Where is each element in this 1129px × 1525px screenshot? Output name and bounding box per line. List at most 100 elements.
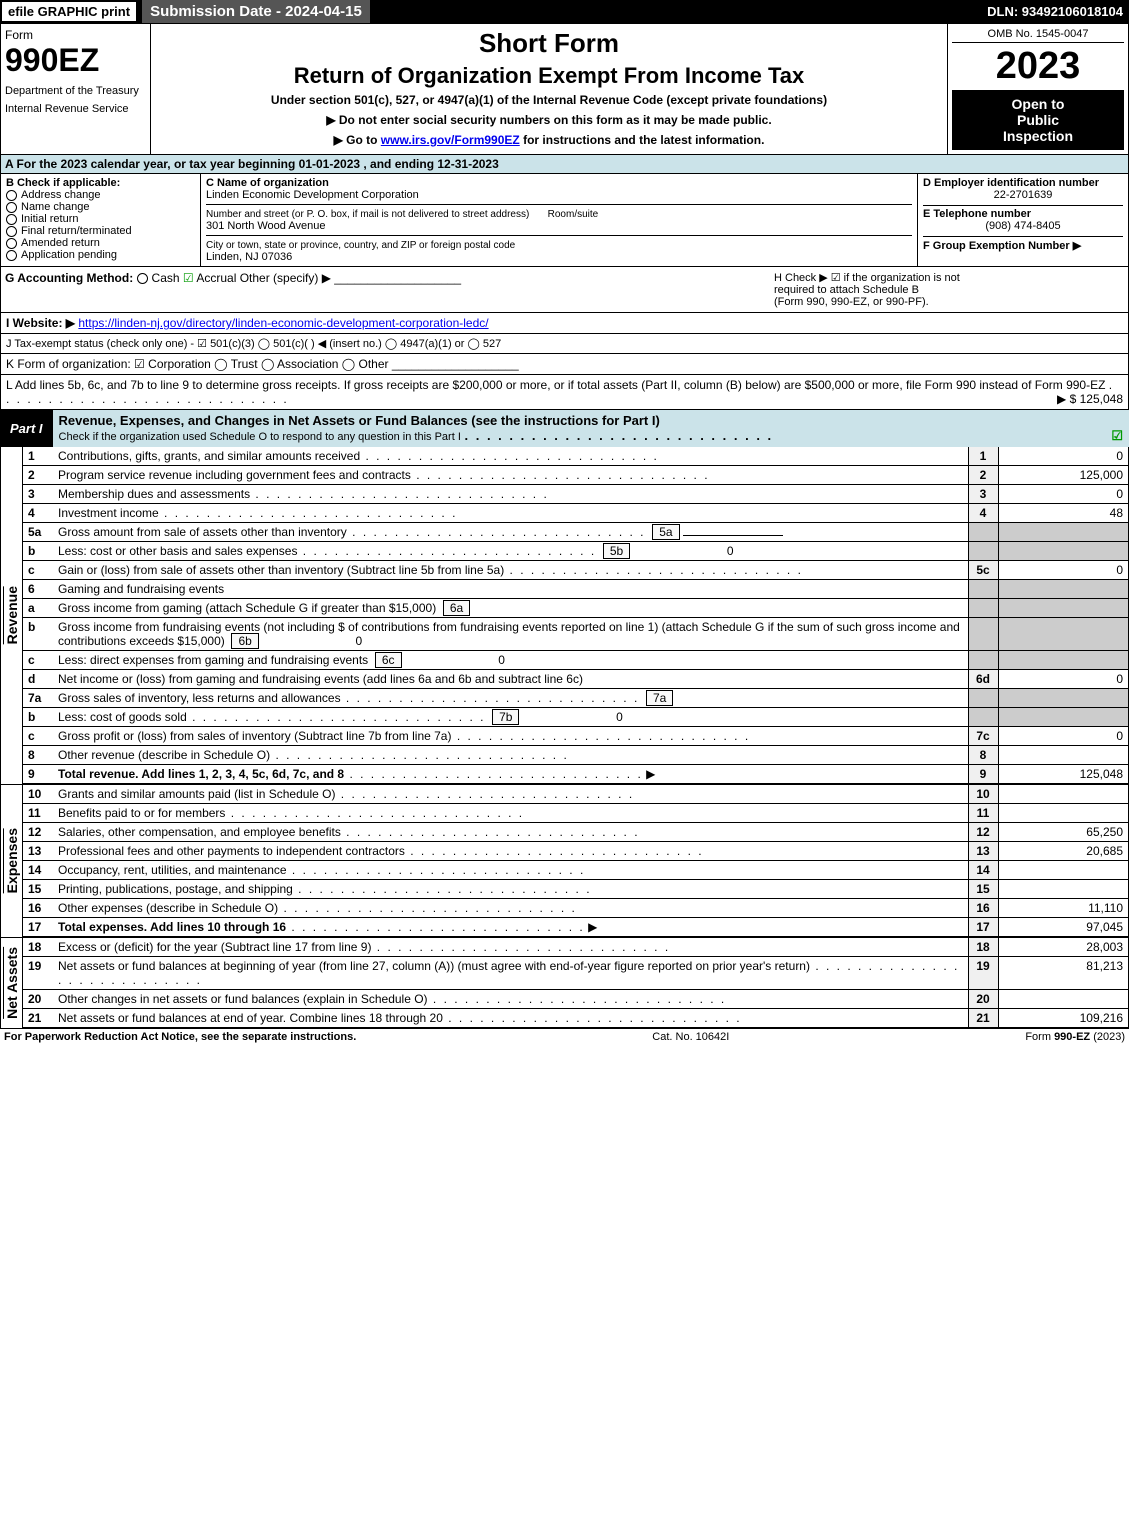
short-form-title: Short Form	[155, 28, 943, 59]
chk-app-pending[interactable]	[6, 250, 17, 261]
l5b-desc: Less: cost or other basis and sales expe…	[58, 544, 297, 558]
l18-rn: 18	[968, 938, 998, 957]
l3-num: 3	[23, 485, 53, 504]
dept-treasury: Department of the Treasury	[5, 85, 146, 97]
l21-desc: Net assets or fund balances at end of ye…	[58, 1011, 443, 1025]
l6b-sh	[968, 618, 998, 651]
netassets-table: 18Excess or (deficit) for the year (Subt…	[23, 938, 1128, 1028]
footer-left: For Paperwork Reduction Act Notice, see …	[4, 1031, 356, 1043]
website-link[interactable]: https://linden-nj.gov/directory/linden-e…	[78, 316, 488, 330]
irs-link[interactable]: www.irs.gov/Form990EZ	[381, 133, 520, 147]
submission-date: Submission Date - 2024-04-15	[142, 0, 370, 23]
row-i: I Website: ▶ https://linden-nj.gov/direc…	[0, 313, 1129, 334]
chk-final-return[interactable]	[6, 226, 17, 237]
goto-post: for instructions and the latest informat…	[520, 133, 765, 147]
b-item-3: Final return/terminated	[21, 225, 132, 237]
chk-initial-return[interactable]	[6, 214, 17, 225]
l12-desc: Salaries, other compensation, and employ…	[58, 825, 341, 839]
chk-amended[interactable]	[6, 238, 17, 249]
ssn-warning: ▶ Do not enter social security numbers o…	[155, 113, 943, 127]
l17-num: 17	[23, 918, 53, 937]
l12-rn: 12	[968, 823, 998, 842]
dots-icon	[341, 825, 640, 839]
netassets-vlabel: Net Assets	[3, 947, 20, 1019]
l7b-shv	[998, 708, 1128, 727]
l7b-mv: 0	[523, 710, 623, 724]
l-text: L Add lines 5b, 6c, and 7b to line 9 to …	[6, 378, 1105, 392]
l10-desc: Grants and similar amounts paid (list in…	[58, 787, 335, 801]
l4-rv: 48	[998, 504, 1128, 523]
dots-icon	[159, 506, 458, 520]
l21-rn: 21	[968, 1009, 998, 1028]
l1-rv: 0	[998, 447, 1128, 466]
expenses-section: Expenses 10Grants and similar amounts pa…	[0, 785, 1129, 938]
d-ein-label: D Employer identification number	[923, 177, 1099, 189]
dots-icon	[451, 729, 750, 743]
revenue-vlabel-col: Revenue	[1, 447, 23, 784]
h-line1: H Check ▶ ☑ if the organization is not	[774, 271, 1124, 284]
form-id-cell: Form 990EZ Department of the Treasury In…	[1, 24, 151, 154]
ein-value: 22-2701639	[923, 189, 1123, 201]
l7c-desc: Gross profit or (loss) from sales of inv…	[58, 729, 451, 743]
l17-rv: 97,045	[998, 918, 1128, 937]
l6-desc: Gaming and fundraising events	[53, 580, 968, 599]
netassets-section: Net Assets 18Excess or (deficit) for the…	[0, 938, 1129, 1029]
revenue-section: Revenue 1Contributions, gifts, grants, a…	[0, 447, 1129, 785]
g-accrual-label: Accrual	[196, 271, 236, 285]
l5c-rn: 5c	[968, 561, 998, 580]
l7b-sh	[968, 708, 998, 727]
l6a-sh	[968, 599, 998, 618]
l14-rv	[998, 861, 1128, 880]
g-other-label: Other (specify) ▶	[240, 271, 331, 285]
chk-cash[interactable]	[137, 273, 148, 284]
l3-rn: 3	[968, 485, 998, 504]
l5b-mn: 5b	[603, 543, 630, 559]
l7c-rn: 7c	[968, 727, 998, 746]
org-city: Linden, NJ 07036	[206, 251, 912, 263]
col-d: D Employer identification number 22-2701…	[918, 174, 1128, 266]
open-l1: Open to	[958, 96, 1118, 112]
chk-name-change[interactable]	[6, 202, 17, 213]
l6a-num: a	[23, 599, 53, 618]
section-a: A For the 2023 calendar year, or tax yea…	[0, 155, 1129, 174]
l12-num: 12	[23, 823, 53, 842]
tax-year: 2023	[952, 45, 1124, 88]
dots-icon	[335, 787, 634, 801]
l7c-num: c	[23, 727, 53, 746]
l6d-rn: 6d	[968, 670, 998, 689]
b-label: B Check if applicable:	[6, 177, 120, 189]
l5b-shv	[998, 542, 1128, 561]
l-amount: ▶ $ 125,048	[1057, 392, 1123, 406]
k-label: K Form of organization: ☑ Corporation ◯ …	[6, 357, 389, 371]
l16-rn: 16	[968, 899, 998, 918]
l2-desc: Program service revenue including govern…	[58, 468, 411, 482]
l15-rv	[998, 880, 1128, 899]
l9-rv: 125,048	[998, 765, 1128, 784]
f-grp-label: F Group Exemption Number ▶	[923, 240, 1081, 252]
part1-dots	[465, 428, 774, 443]
l20-rv	[998, 990, 1128, 1009]
l6b-mv: 0	[262, 634, 362, 648]
dots-icon	[278, 901, 577, 915]
l14-num: 14	[23, 861, 53, 880]
dots-icon	[504, 563, 803, 577]
omb-number: OMB No. 1545-0047	[952, 28, 1124, 43]
l12-rv: 65,250	[998, 823, 1128, 842]
l14-rn: 14	[968, 861, 998, 880]
g-label: G Accounting Method:	[5, 271, 133, 285]
l18-rv: 28,003	[998, 938, 1128, 957]
l6c-sh	[968, 651, 998, 670]
dots-icon	[287, 863, 586, 877]
expenses-vlabel-col: Expenses	[1, 785, 23, 937]
l4-desc: Investment income	[58, 506, 159, 520]
efile-label[interactable]: efile GRAPHIC print	[2, 2, 136, 21]
dots-icon	[405, 844, 704, 858]
chk-address-change[interactable]	[6, 190, 17, 201]
l9-num: 9	[23, 765, 53, 784]
open-l3: Inspection	[958, 128, 1118, 144]
l15-num: 15	[23, 880, 53, 899]
expenses-table: 10Grants and similar amounts paid (list …	[23, 785, 1128, 937]
l6d-desc: Net income or (loss) from gaming and fun…	[58, 672, 583, 686]
dots-icon	[371, 940, 670, 954]
l5a-shv	[998, 523, 1128, 542]
